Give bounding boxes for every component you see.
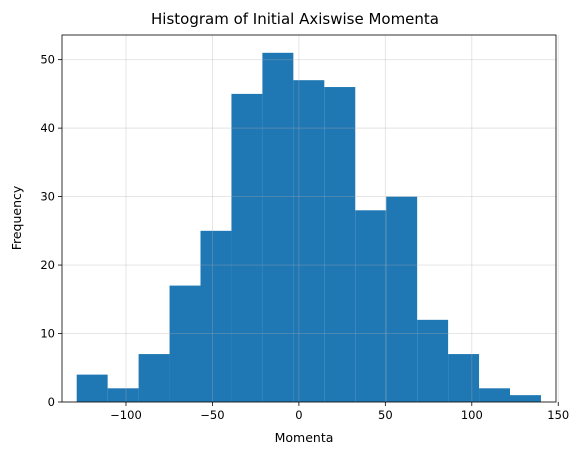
- histogram-bar: [479, 388, 511, 402]
- histogram-bar: [510, 395, 541, 402]
- x-axis-ticks: −100 −50 0 50 100 150: [110, 402, 569, 422]
- y-tick-label: 20: [40, 258, 55, 272]
- bars: [76, 52, 541, 402]
- histogram-bar: [448, 354, 480, 402]
- y-axis-label: Frequency: [9, 185, 24, 250]
- x-axis-label: Momenta: [275, 430, 334, 445]
- histogram-bar: [107, 388, 139, 402]
- x-tick-label: −50: [200, 408, 224, 422]
- x-tick-label: 100: [461, 408, 483, 422]
- histogram-bar: [169, 285, 201, 402]
- histogram-bar: [262, 52, 294, 402]
- x-tick-label: 150: [547, 408, 569, 422]
- histogram-bar: [200, 230, 232, 402]
- x-tick-label: 50: [378, 408, 393, 422]
- y-tick-label: 0: [48, 395, 55, 409]
- y-tick-label: 40: [40, 121, 55, 135]
- histogram-bar: [386, 196, 418, 402]
- histogram-bar: [138, 354, 170, 402]
- y-tick-label: 30: [40, 190, 55, 204]
- x-tick-label: 0: [295, 408, 302, 422]
- grid-lines: [62, 35, 559, 403]
- histogram-bar: [417, 319, 449, 402]
- x-tick-label: −100: [110, 408, 142, 422]
- histogram-bar: [231, 93, 263, 402]
- histogram-bar: [324, 87, 356, 402]
- chart-title: Histogram of Initial Axiswise Momenta: [151, 10, 439, 28]
- y-axis-ticks: 0 10 20 30 40 50: [40, 53, 62, 409]
- histogram-bar: [76, 374, 108, 402]
- y-tick-label: 10: [40, 327, 55, 341]
- histogram-bar: [355, 210, 387, 402]
- y-tick-label: 50: [40, 53, 55, 67]
- plot-frame: [61, 34, 557, 403]
- histogram-bar: [293, 80, 325, 402]
